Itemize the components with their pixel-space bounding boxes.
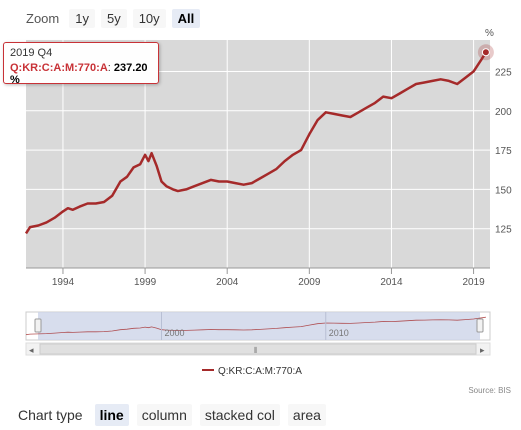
zoom-all-button[interactable]: All <box>171 8 201 28</box>
legend-label[interactable]: Q:KR:C:A:M:770:A <box>218 366 302 377</box>
y-tick-label: 225 <box>495 67 512 78</box>
x-tick-label: 1999 <box>134 277 157 288</box>
scrollbar[interactable]: ◂ ▸ ⦀ <box>25 342 491 356</box>
y-axis: 125 150 175 200 225 <box>495 67 512 235</box>
y-tick-label: 175 <box>495 146 512 157</box>
navigator-tick-label: 2010 <box>329 328 349 338</box>
y-axis-unit: % <box>485 28 494 39</box>
tooltip-series-name: Q:KR:C:A:M:770:A <box>10 62 108 74</box>
navigator-tick-label: 2000 <box>165 328 185 338</box>
series-line[interactable] <box>24 51 487 235</box>
tooltip-separator: : <box>107 62 114 74</box>
hover-marker[interactable] <box>481 48 490 57</box>
chart-type-line-button[interactable]: line <box>94 404 129 426</box>
zoom-5y-button[interactable]: 5y <box>100 8 127 28</box>
scrollbar-grip-icon: ⦀ <box>254 346 258 355</box>
x-tick-label: 2019 <box>462 277 485 288</box>
zoom-bar: Zoom 1y 5y 10y All <box>26 8 206 28</box>
zoom-label: Zoom <box>26 10 60 26</box>
navigator[interactable]: 2000 2010 <box>25 311 491 341</box>
navigator-selection[interactable] <box>38 312 480 340</box>
chart-type-selector: Chart type line column stacked col area <box>18 404 334 426</box>
x-tick-label: 2009 <box>298 277 321 288</box>
zoom-1y-button[interactable]: 1y <box>69 8 95 28</box>
tooltip-value: 237.20 % <box>10 62 148 86</box>
x-tick-label: 2014 <box>380 277 403 288</box>
y-tick-label: 150 <box>495 185 512 196</box>
navigator-right-handle[interactable] <box>476 318 484 333</box>
chart-type-column-button[interactable]: column <box>136 404 192 426</box>
chart-type-label: Chart type <box>18 407 83 423</box>
x-axis: 1994 1999 2004 2009 2014 2019 <box>26 267 490 288</box>
tooltip-date: 2019 Q4 <box>10 47 53 59</box>
zoom-10y-button[interactable]: 10y <box>132 8 166 28</box>
navigator-axis: 2000 2010 <box>161 312 349 340</box>
y-tick-label: 200 <box>495 107 512 118</box>
legend[interactable]: Q:KR:C:A:M:770:A <box>202 366 302 377</box>
x-tick-label: 1994 <box>52 277 75 288</box>
scroll-left-arrow-icon[interactable]: ◂ <box>29 345 34 355</box>
scroll-right-arrow-icon[interactable]: ▸ <box>480 345 485 355</box>
chart-container: 1994 1999 2004 2009 2014 2019 125 150 175 200 225… <box>24 28 512 377</box>
x-tick-label: 2004 <box>216 277 239 288</box>
y-tick-label: 125 <box>495 225 512 236</box>
chart-type-stacked-col-button[interactable]: stacked col <box>199 404 280 426</box>
navigator-left-handle[interactable] <box>34 318 42 333</box>
source-credit[interactable]: Source: BIS <box>468 386 511 395</box>
scrollbar-thumb[interactable] <box>39 343 477 355</box>
line-chart: 1994 1999 2004 2009 2014 2019 125 150 175 200 225… <box>24 28 512 377</box>
navigator-series-line <box>25 316 486 336</box>
tooltip: 2019 Q4 Q:KR:C:A:M:770:A: 237.20 % <box>3 42 159 86</box>
chart-type-area-button[interactable]: area <box>287 404 326 426</box>
